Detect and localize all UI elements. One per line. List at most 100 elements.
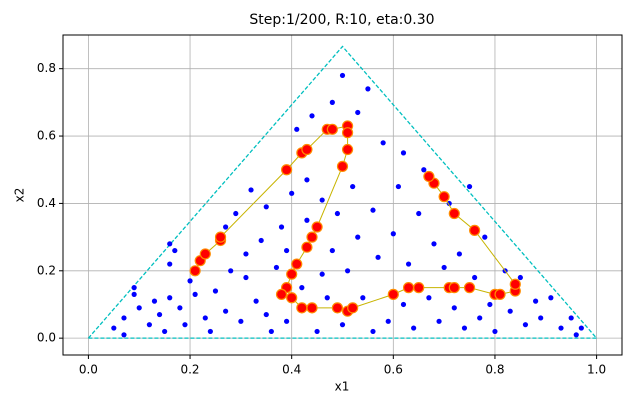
x-tick-label: 1.0 [587, 363, 606, 377]
point [533, 298, 539, 304]
point [334, 210, 341, 217]
point [387, 288, 399, 300]
point [284, 247, 290, 254]
point [311, 221, 323, 233]
point [294, 126, 300, 132]
point [309, 113, 315, 119]
y-tick-label: 0.0 [37, 331, 56, 345]
point [448, 282, 460, 294]
x-axis-label: x1 [335, 380, 350, 394]
point [243, 251, 249, 257]
point [281, 164, 293, 176]
point [400, 150, 407, 156]
point [355, 234, 361, 240]
plot-frame [62, 34, 623, 356]
point [189, 265, 201, 277]
point [286, 292, 298, 304]
y-axis-label: x2 [13, 188, 27, 203]
point [301, 143, 313, 156]
point [426, 295, 432, 301]
point [400, 301, 407, 308]
point [187, 278, 193, 284]
point [436, 318, 442, 324]
point [477, 315, 483, 321]
x-tick-label: 0.2 [180, 363, 199, 377]
point [573, 332, 579, 338]
point [131, 285, 137, 291]
point [192, 291, 198, 297]
point [331, 302, 344, 314]
point [405, 261, 412, 267]
point [360, 295, 366, 301]
point [482, 234, 488, 240]
point [370, 207, 376, 213]
point [451, 305, 457, 311]
point [268, 328, 274, 335]
point [507, 308, 513, 314]
point [324, 295, 330, 301]
point [289, 190, 295, 196]
point [253, 298, 259, 304]
point [248, 187, 254, 193]
point [136, 305, 142, 311]
point [172, 247, 178, 254]
point [304, 217, 310, 223]
point [177, 305, 183, 311]
point [431, 241, 437, 247]
point [494, 288, 506, 300]
point [461, 325, 468, 331]
point [548, 295, 554, 301]
point [370, 328, 376, 335]
point [329, 99, 335, 105]
boundary-line [87, 45, 599, 339]
point [341, 127, 354, 139]
point [284, 318, 290, 324]
point [167, 241, 173, 247]
x-tick-label: 0.4 [282, 363, 301, 377]
point [182, 322, 188, 328]
point [517, 274, 523, 281]
point [156, 311, 163, 318]
point [423, 170, 435, 183]
point [223, 308, 229, 314]
point [167, 295, 173, 301]
point [448, 207, 460, 220]
point [385, 318, 391, 324]
point [438, 191, 450, 203]
point [456, 251, 462, 257]
point [207, 328, 213, 335]
point [162, 328, 168, 335]
point [411, 325, 417, 331]
chart-title: Step:1/200, R:10, eta:0.30 [249, 12, 434, 28]
point [233, 210, 239, 217]
point [339, 322, 346, 328]
point [402, 282, 415, 294]
point [347, 302, 359, 314]
point [326, 123, 338, 135]
point [278, 224, 285, 230]
y-tick-label: 0.4 [37, 196, 56, 210]
point [296, 302, 308, 314]
point [339, 72, 346, 79]
point [199, 248, 211, 260]
point [509, 278, 521, 290]
point [390, 231, 396, 237]
point [306, 302, 318, 314]
point [441, 264, 447, 271]
point [275, 288, 288, 300]
point [223, 224, 229, 230]
point [466, 183, 473, 190]
point [319, 197, 325, 203]
point [355, 109, 361, 116]
point [469, 224, 481, 236]
point [273, 264, 280, 271]
point [263, 204, 269, 210]
point [111, 325, 117, 331]
point [341, 143, 354, 156]
point [214, 231, 227, 243]
point [291, 258, 303, 270]
point [286, 268, 298, 280]
point [487, 301, 493, 308]
point [319, 271, 325, 277]
